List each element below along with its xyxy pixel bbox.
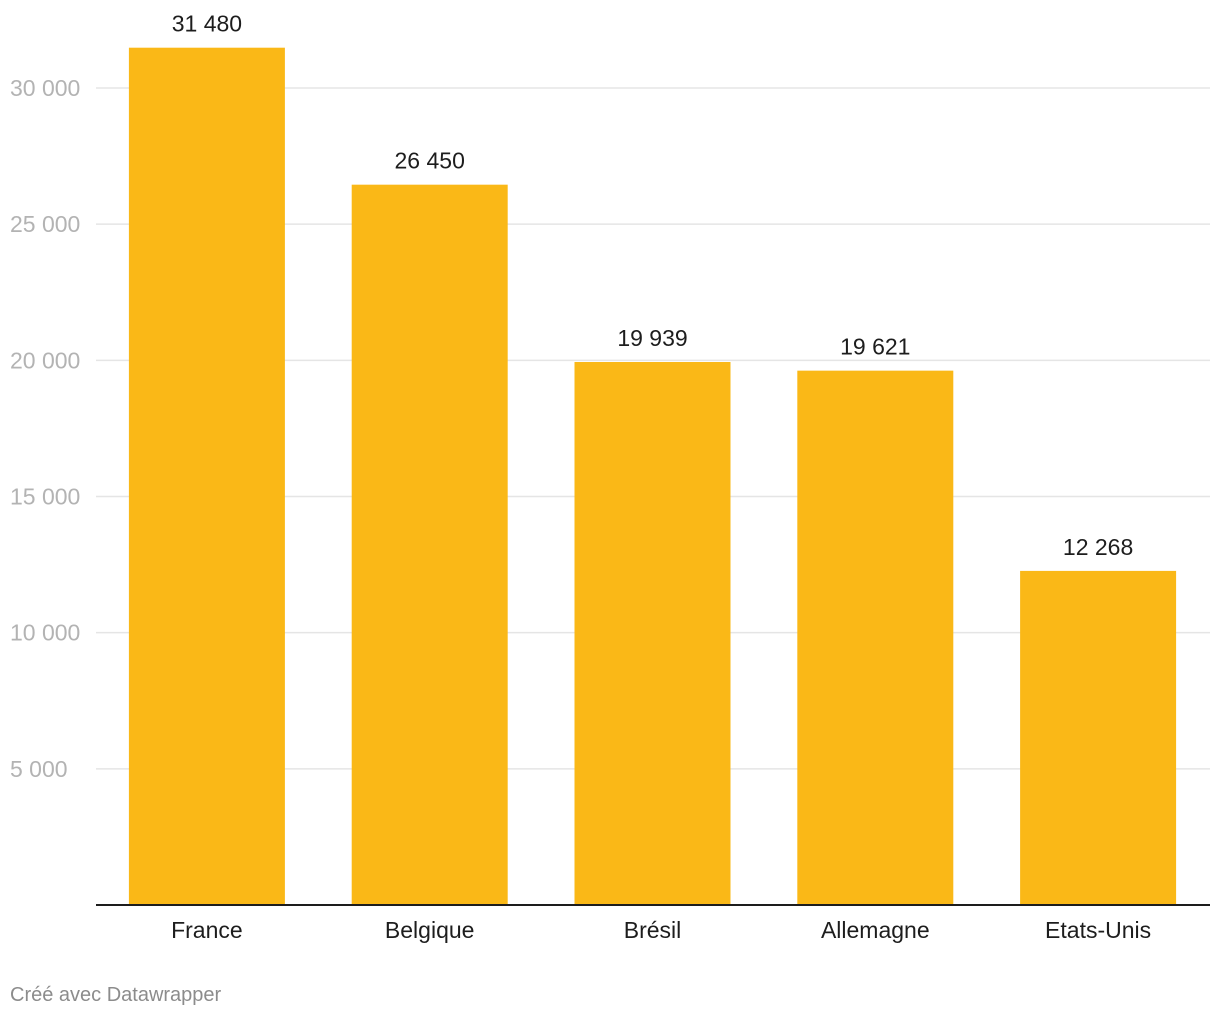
bar <box>574 361 731 905</box>
y-tick-label: 5 000 <box>10 756 68 782</box>
x-tick-label: Allemagne <box>821 917 930 943</box>
y-axis-tick-labels: 5 000 10 000 15 000 20 000 25 000 30 000 <box>10 75 80 782</box>
bar-value-label: 31 480 <box>172 11 242 37</box>
bar <box>351 184 508 905</box>
x-tick-label: Etats-Unis <box>1045 917 1151 943</box>
bar-value-labels: 31 480 26 450 19 939 19 621 12 268 <box>172 11 1134 560</box>
x-axis-tick-labels: France Belgique Brésil Allemagne Etats-Unis <box>171 917 1151 943</box>
x-tick-label: France <box>171 917 243 943</box>
x-tick-label: Belgique <box>385 917 475 943</box>
bar <box>797 370 954 905</box>
y-tick-label: 10 000 <box>10 620 80 646</box>
bar-value-label: 19 621 <box>840 334 910 360</box>
y-tick-label: 15 000 <box>10 484 80 510</box>
y-tick-label: 30 000 <box>10 75 80 101</box>
bars <box>128 47 1177 906</box>
bar-value-label: 26 450 <box>395 148 465 174</box>
bar-value-label: 19 939 <box>617 325 687 351</box>
x-tick-label: Brésil <box>624 917 682 943</box>
bar <box>1020 570 1177 905</box>
y-tick-label: 25 000 <box>10 211 80 237</box>
footer-credit: Créé avec Datawrapper <box>10 984 222 1006</box>
bar-value-label: 12 268 <box>1063 534 1133 560</box>
bar <box>128 47 285 906</box>
y-tick-label: 20 000 <box>10 347 80 373</box>
